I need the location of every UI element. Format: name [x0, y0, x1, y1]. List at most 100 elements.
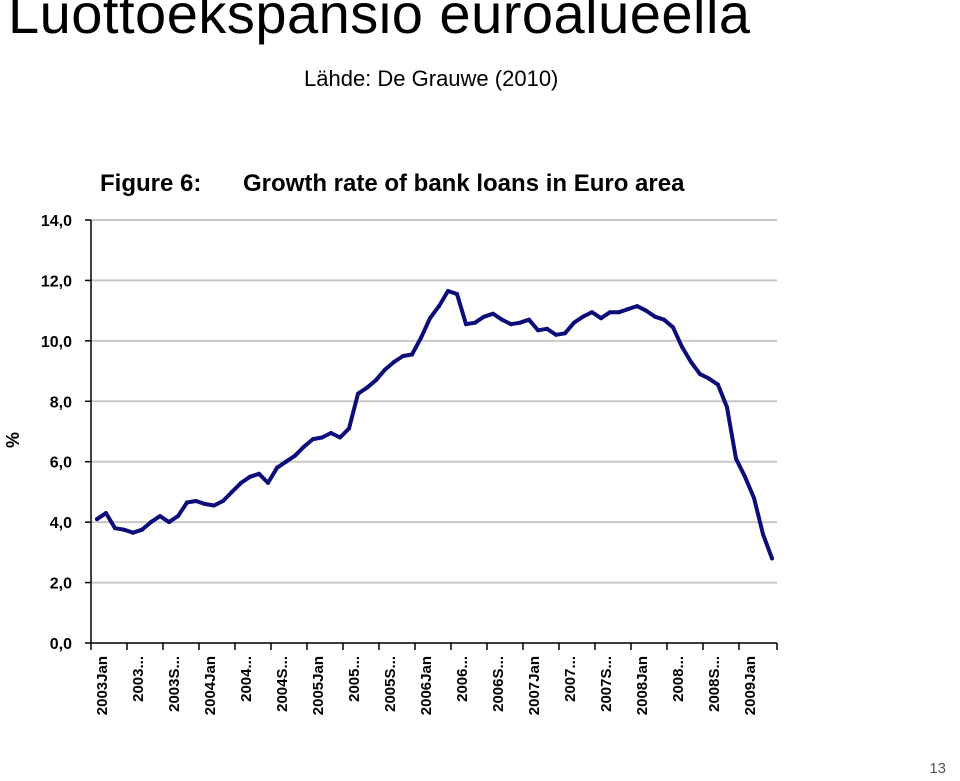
data-point: [491, 311, 495, 316]
data-point: [158, 514, 162, 519]
data-point: [635, 304, 639, 309]
data-point: [212, 503, 216, 508]
slide-title: Luottoekspansio euroalueella: [8, 0, 751, 45]
y-tick-label: 4,0: [50, 515, 72, 532]
figure-label: Figure 6:: [100, 170, 201, 197]
y-tick-label: 14,0: [41, 213, 72, 230]
data-point: [230, 489, 234, 494]
data-point: [509, 322, 513, 327]
y-tick-label: 2,0: [50, 576, 72, 593]
x-tick-label: 2004...: [238, 656, 255, 702]
data-point: [248, 474, 252, 479]
data-point: [617, 310, 621, 315]
data-point: [374, 378, 378, 383]
data-point: [716, 382, 720, 387]
data-point: [194, 499, 198, 503]
x-tick-label: 2003Jan: [94, 656, 111, 715]
data-point: [599, 316, 603, 321]
data-point: [770, 556, 774, 561]
x-tick-label: 2005Jan: [310, 656, 327, 715]
x-tick-label: 2005S...: [382, 656, 399, 712]
data-point: [500, 317, 504, 322]
data-point: [689, 360, 693, 364]
data-point: [266, 480, 270, 485]
data-point: [302, 444, 306, 449]
data-point: [113, 526, 117, 531]
data-point: [653, 314, 657, 319]
data-point: [221, 499, 225, 503]
data-point: [338, 435, 342, 440]
x-tick-label: 2008...: [670, 656, 687, 702]
x-tick-label: 2003...: [130, 656, 147, 702]
x-tick-label: 2007S...: [598, 656, 615, 712]
data-point: [725, 405, 729, 410]
x-tick-label: 2005...: [346, 656, 363, 702]
data-point: [437, 304, 441, 309]
data-point: [671, 325, 675, 330]
x-tick-label: 2008S...: [706, 656, 723, 712]
data-point: [167, 520, 171, 525]
y-tick-label: 10,0: [41, 334, 72, 351]
y-tick-label: 6,0: [50, 455, 72, 472]
page-number: 13: [929, 760, 946, 777]
data-point: [320, 435, 324, 440]
data-point: [428, 316, 432, 321]
data-point: [455, 292, 459, 296]
chart-title: Growth rate of bank loans in Euro area: [243, 170, 685, 197]
data-point: [311, 437, 315, 442]
data-point: [644, 308, 648, 313]
y-axis-label: %: [3, 432, 23, 448]
y-tick-label: 0,0: [50, 636, 72, 653]
data-point: [608, 310, 612, 315]
data-point: [239, 480, 243, 485]
gridlines: [91, 219, 777, 584]
data-point: [284, 459, 288, 464]
data-point: [464, 322, 468, 327]
data-point: [185, 500, 189, 505]
data-point: [176, 514, 180, 519]
x-tick-label: 2006...: [454, 656, 471, 702]
x-tick-label: 2007...: [562, 656, 579, 702]
data-point: [293, 453, 297, 458]
data-point: [140, 527, 144, 532]
data-point: [446, 289, 450, 293]
data-point: [473, 320, 477, 325]
data-point: [590, 310, 594, 315]
data-point: [752, 496, 756, 500]
series-line: [95, 289, 774, 561]
data-point: [329, 431, 333, 435]
data-point: [698, 372, 702, 377]
x-tick-label: 2008Jan: [634, 656, 651, 715]
data-point: [131, 530, 135, 535]
x-tick-label: 2004Jan: [202, 656, 219, 715]
data-point: [347, 426, 351, 431]
data-point: [545, 326, 549, 331]
data-point: [536, 328, 540, 333]
x-tick-label: 2009Jan: [742, 656, 759, 715]
x-tick-labels: 2003Jan 2003... 2003S... 2004Jan 2004... 2004…: [94, 656, 759, 715]
y-tick-labels: 0,0 2,0 4,0 6,0 8,0 10,0 12,0 14,0: [41, 213, 72, 653]
data-point: [149, 520, 153, 525]
data-point: [563, 331, 567, 336]
y-tick-label: 8,0: [50, 394, 72, 411]
data-point: [707, 376, 711, 381]
data-point: [626, 307, 630, 312]
slide-subtitle: Lähde: De Grauwe (2010): [304, 66, 559, 91]
x-tick-label: 2007Jan: [526, 656, 543, 715]
data-point: [662, 317, 666, 322]
data-point: [419, 335, 423, 340]
data-point: [527, 317, 531, 322]
data-point: [383, 367, 387, 372]
data-point: [761, 532, 765, 537]
data-point: [410, 352, 414, 357]
data-point: [401, 354, 405, 358]
data-point: [203, 502, 207, 506]
data-point: [554, 332, 558, 337]
data-point: [275, 465, 279, 470]
data-point: [95, 517, 99, 522]
data-point: [104, 511, 108, 516]
y-tick-label: 12,0: [41, 273, 72, 290]
data-point: [257, 471, 261, 476]
x-tick-label: 2004S...: [274, 656, 291, 712]
